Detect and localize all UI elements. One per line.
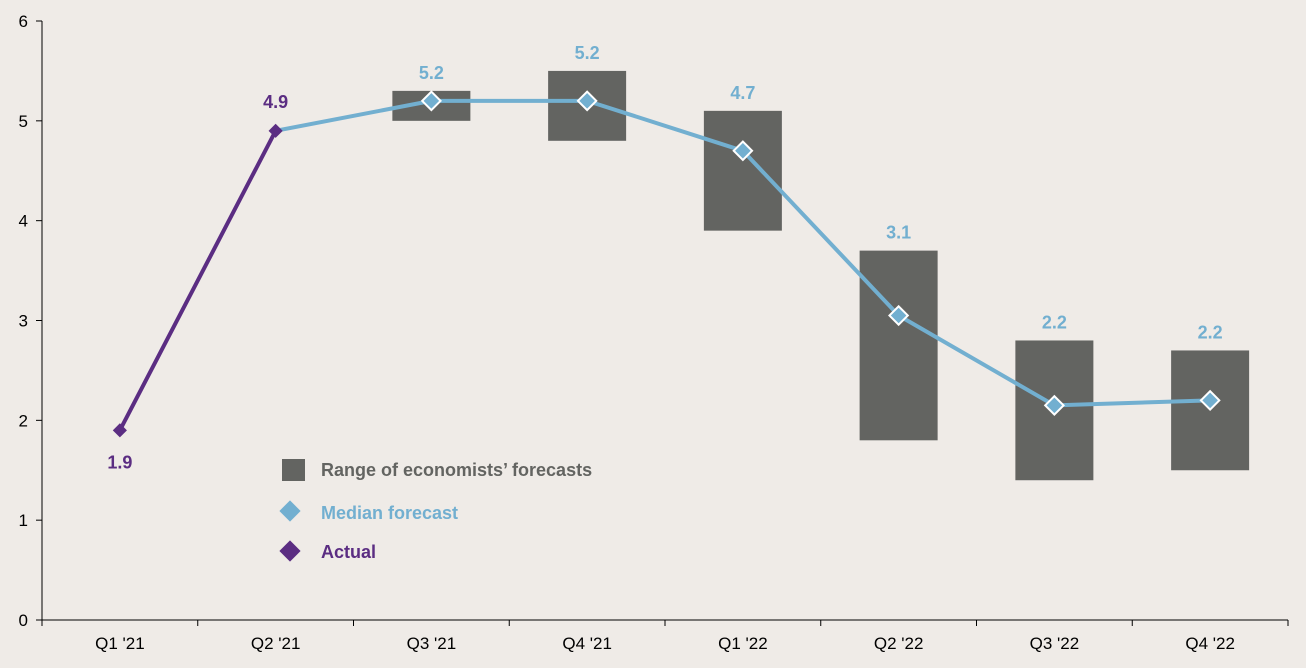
legend-actual-swatch bbox=[279, 540, 301, 562]
x-tick-label: Q1 '22 bbox=[718, 634, 768, 653]
median-forecast-point bbox=[1199, 389, 1221, 411]
forecast-range-bar bbox=[703, 110, 782, 231]
actual-line bbox=[117, 128, 278, 433]
y-tick-label: 6 bbox=[19, 12, 28, 31]
median-data-label: 2.2 bbox=[1198, 322, 1223, 342]
legend-median-swatch bbox=[279, 500, 301, 522]
y-tick-label: 2 bbox=[19, 411, 28, 430]
median-data-label: 5.2 bbox=[575, 43, 600, 63]
median-forecast-point bbox=[576, 90, 598, 112]
x-tick-label: Q4 '21 bbox=[562, 634, 612, 653]
median-data-label: 3.1 bbox=[886, 223, 911, 243]
data-labels: 1.9 4.9 5.2 5.2 4.7 3.1 2.2 2.2 bbox=[107, 43, 1222, 472]
y-tick-label: 1 bbox=[19, 511, 28, 530]
actual-data-label: 1.9 bbox=[107, 452, 132, 472]
median-data-label: 2.2 bbox=[1042, 312, 1067, 332]
actual-data-label: 4.9 bbox=[263, 92, 288, 112]
y-tick-label: 3 bbox=[19, 312, 28, 331]
forecast-range-bar bbox=[859, 250, 938, 441]
median-forecast-point bbox=[420, 90, 442, 112]
median-data-label: 4.7 bbox=[730, 83, 755, 103]
x-tick-label: Q2 '21 bbox=[251, 634, 301, 653]
legend-actual-label: Actual bbox=[321, 542, 376, 562]
legend-range-swatch bbox=[282, 459, 305, 481]
median-data-label: 5.2 bbox=[419, 63, 444, 83]
actual-point bbox=[112, 423, 127, 438]
x-tick-label: Q3 '21 bbox=[407, 634, 457, 653]
x-tick-label: Q1 '21 bbox=[95, 634, 145, 653]
y-tick-label: 4 bbox=[19, 212, 28, 231]
median-forecast-point bbox=[732, 140, 754, 162]
x-tick-label: Q2 '22 bbox=[874, 634, 924, 653]
x-tick-label: Q4 '22 bbox=[1185, 634, 1235, 653]
y-tick-label: 5 bbox=[19, 112, 28, 131]
series-points bbox=[112, 90, 1221, 438]
x-tick-label: Q3 '22 bbox=[1030, 634, 1080, 653]
actual-point bbox=[268, 123, 283, 138]
legend-median-label: Median forecast bbox=[321, 503, 458, 523]
y-tick-label: 0 bbox=[19, 611, 28, 630]
chart-axes: 0 1 2 3 4 5 6 Q1 '21 Q2 '21 Q3 '21 Q4 '21 Q1 '22 Q2 … bbox=[19, 12, 1289, 653]
forecast-range-bars bbox=[392, 70, 1250, 481]
legend: Range of economists’ forecasts Median fo… bbox=[279, 459, 592, 562]
median-forecast-point bbox=[888, 304, 910, 327]
median-forecast-point bbox=[1043, 394, 1065, 416]
legend-range-label: Range of economists’ forecasts bbox=[321, 460, 592, 480]
